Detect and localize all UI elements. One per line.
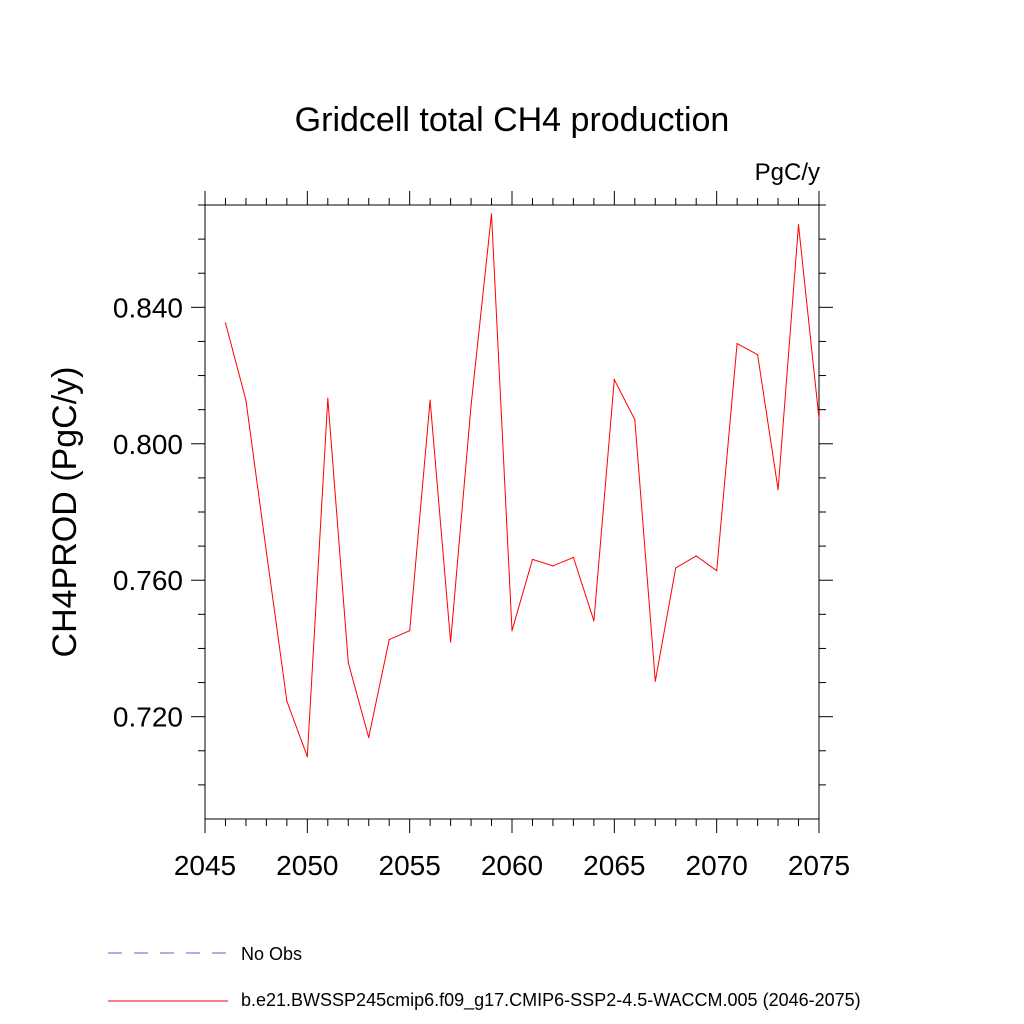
data-point	[224, 322, 227, 324]
data-point	[347, 662, 349, 664]
y-tick-label: 0.720	[113, 702, 183, 733]
data-point	[572, 556, 575, 558]
y-axis-label: CH4PROD (PgC/y)	[46, 367, 84, 658]
data-point	[797, 224, 800, 226]
x-tick-label: 2055	[379, 850, 441, 881]
data-point	[634, 418, 636, 421]
data-point	[306, 755, 308, 758]
data-point	[777, 488, 779, 491]
data-point	[818, 417, 820, 420]
data-point	[265, 551, 267, 553]
x-tick-label: 2065	[583, 850, 645, 881]
data-point	[531, 558, 534, 561]
data-point	[716, 570, 718, 572]
x-tick-label: 2045	[174, 850, 236, 881]
y-axis: 0.720 0.760 0.800 0.840	[113, 204, 833, 786]
x-axis: 2045 2050 2055 2060 2065 2070 2075	[174, 191, 850, 881]
x-tick-label: 2070	[686, 850, 748, 881]
data-point	[450, 641, 452, 643]
data-point	[613, 379, 615, 381]
data-point	[593, 620, 595, 622]
data-point	[490, 213, 493, 215]
data-point	[429, 399, 431, 401]
data-point	[388, 638, 390, 641]
data-point	[654, 680, 656, 682]
legend-no-obs-label: No Obs	[241, 944, 302, 964]
legend: No Obs b.e21.BWSSP245cmip6.f09_g17.CMIP6…	[108, 944, 861, 1011]
series-line	[225, 213, 820, 757]
legend-series-label: b.e21.BWSSP245cmip6.f09_g17.CMIP6-SSP2-4…	[241, 990, 861, 1011]
data-point	[552, 565, 554, 567]
data-point	[695, 555, 697, 557]
data-point	[286, 700, 288, 702]
series-layer	[224, 213, 820, 758]
plot-frame	[204, 204, 820, 820]
y-tick-label: 0.760	[113, 565, 183, 596]
x-tick-label: 2060	[481, 850, 543, 881]
data-point	[470, 404, 472, 406]
data-point	[327, 397, 329, 400]
data-point	[675, 567, 677, 569]
data-point	[409, 630, 411, 632]
data-point	[368, 736, 370, 739]
y-tick-label: 0.840	[113, 292, 183, 323]
data-point	[245, 399, 247, 401]
y-tick-label: 0.800	[113, 429, 183, 460]
chart-title: Gridcell total CH4 production	[295, 101, 730, 139]
data-point	[511, 630, 513, 632]
x-tick-label: 2050	[276, 850, 338, 881]
x-tick-label: 2075	[788, 850, 850, 881]
data-point	[736, 342, 738, 345]
data-point	[757, 354, 759, 356]
units-label: PgC/y	[755, 159, 820, 186]
